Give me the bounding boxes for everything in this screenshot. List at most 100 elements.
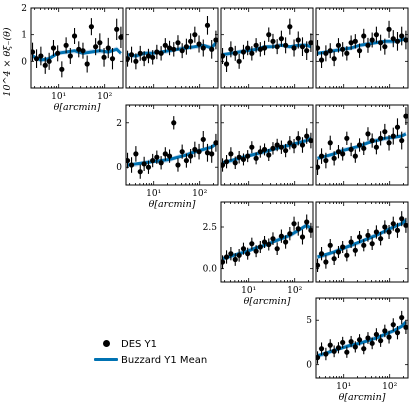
data-point bbox=[240, 49, 247, 55]
data-point bbox=[335, 42, 342, 48]
data-point bbox=[213, 140, 218, 146]
data-point bbox=[236, 252, 242, 258]
data-point bbox=[150, 157, 156, 164]
data-point bbox=[318, 346, 325, 352]
data-point bbox=[335, 345, 342, 351]
data-point bbox=[266, 241, 272, 248]
data-point bbox=[145, 164, 152, 170]
data-point bbox=[261, 239, 268, 245]
y-tick-label: 0 bbox=[21, 57, 27, 67]
data-point bbox=[274, 44, 280, 50]
data-point bbox=[196, 149, 202, 155]
data-point bbox=[278, 233, 284, 239]
data-point bbox=[390, 221, 396, 227]
data-point bbox=[232, 160, 238, 166]
data-point bbox=[141, 56, 147, 62]
data-point bbox=[228, 46, 234, 52]
x-axis-label: θ[arcmin] bbox=[149, 199, 196, 210]
data-point bbox=[308, 40, 313, 46]
panel-row1-col3 bbox=[220, 7, 314, 89]
data-point bbox=[158, 50, 164, 56]
data-point bbox=[270, 236, 276, 242]
data-point bbox=[209, 151, 215, 157]
data-point bbox=[399, 137, 405, 144]
data-point bbox=[283, 147, 289, 154]
y-tick-label: 0 bbox=[116, 163, 122, 173]
data-point bbox=[299, 142, 306, 148]
plot-area bbox=[316, 107, 408, 175]
data-point bbox=[245, 45, 251, 51]
data-point bbox=[232, 256, 238, 263]
data-point bbox=[270, 145, 276, 151]
data-point bbox=[390, 133, 396, 139]
data-point bbox=[390, 36, 396, 42]
data-point bbox=[378, 135, 384, 141]
data-point bbox=[365, 232, 371, 238]
data-point bbox=[356, 48, 363, 54]
data-point bbox=[304, 219, 310, 225]
data-point bbox=[331, 348, 337, 354]
y-tick-label: 0.0 bbox=[203, 265, 218, 275]
data-point bbox=[352, 38, 358, 44]
data-point bbox=[327, 242, 333, 248]
data-point bbox=[344, 252, 350, 258]
data-point bbox=[245, 153, 251, 159]
data-point bbox=[118, 34, 123, 40]
data-point bbox=[192, 146, 198, 153]
data-point bbox=[145, 53, 152, 59]
data-point bbox=[126, 157, 131, 164]
plot-area bbox=[316, 20, 408, 68]
data-point bbox=[150, 54, 156, 60]
data-point bbox=[295, 37, 301, 43]
data-point bbox=[33, 56, 40, 62]
data-point bbox=[394, 330, 401, 336]
data-point bbox=[361, 346, 367, 352]
plot-area bbox=[316, 310, 408, 364]
data-point bbox=[361, 145, 367, 151]
mean-line bbox=[127, 142, 217, 167]
data-point bbox=[394, 227, 401, 233]
panel-frame bbox=[315, 297, 409, 379]
data-point bbox=[299, 234, 306, 240]
y-tick-label: 5 bbox=[306, 316, 312, 326]
data-point bbox=[344, 349, 350, 355]
data-point bbox=[323, 259, 329, 265]
data-point bbox=[390, 322, 396, 328]
data-point bbox=[101, 54, 107, 60]
data-point bbox=[266, 32, 272, 38]
data-point bbox=[109, 56, 116, 62]
data-point bbox=[382, 129, 388, 135]
data-point bbox=[304, 133, 310, 139]
panel-row1-col4 bbox=[315, 7, 409, 89]
data-point bbox=[403, 113, 408, 119]
data-point bbox=[175, 162, 181, 168]
data-point bbox=[50, 45, 57, 51]
data-point bbox=[287, 231, 293, 237]
data-point bbox=[171, 120, 177, 126]
data-point bbox=[274, 142, 280, 148]
panel-frame bbox=[220, 104, 314, 186]
data-point bbox=[352, 247, 358, 253]
data-point bbox=[399, 33, 405, 39]
data-point bbox=[257, 149, 263, 155]
data-point bbox=[166, 45, 173, 51]
panel-frame bbox=[315, 7, 409, 89]
legend-item-buzzard-mean: Buzzard Y1 Mean bbox=[93, 352, 233, 368]
data-point bbox=[232, 50, 238, 56]
data-point bbox=[200, 45, 206, 51]
data-point bbox=[228, 251, 234, 257]
data-point bbox=[386, 229, 392, 235]
data-point bbox=[162, 42, 168, 48]
data-point bbox=[261, 146, 268, 153]
data-point bbox=[223, 159, 230, 165]
data-point bbox=[304, 48, 310, 54]
data-point bbox=[399, 314, 405, 321]
panel-frame bbox=[315, 104, 409, 186]
x-tick-label: 10¹ bbox=[241, 286, 256, 296]
data-point bbox=[221, 259, 226, 265]
data-point bbox=[204, 22, 211, 28]
